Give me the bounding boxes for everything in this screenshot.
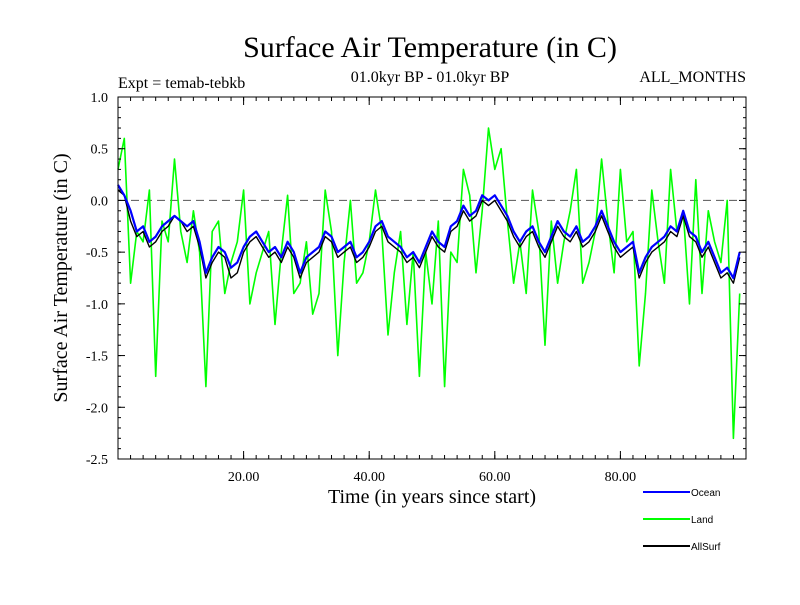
plot-layer [117,127,746,440]
chart-title: Surface Air Temperature (in C) [243,31,617,64]
plot-frame [117,96,747,460]
chart-subtitle-left: Expt = temab-tebkb [118,75,245,92]
y-tick-label: 0.5 [91,143,109,158]
chart-subtitle-center: 01.0kyr BP - 01.0kyr BP [351,69,510,86]
series-line-land [117,127,741,440]
y-tick-label: -2.0 [86,401,108,416]
y-tick-label: -1.0 [86,298,108,313]
x-tick-label: 60.00 [479,470,511,485]
series-line-ocean [117,184,741,280]
y-tick-label: 0.0 [91,194,109,209]
chart-subtitle-right: ALL_MONTHS [639,69,746,86]
y-tick-label: -0.5 [86,246,108,261]
y-tick-label: 1.0 [91,91,109,106]
legend-label-ocean: Ocean [691,488,720,499]
x-tick-label: 20.00 [228,470,260,485]
y-axis-label: Surface Air Temperature (in C) [50,153,72,402]
x-axis-label: Time (in years since start) [328,486,536,508]
y-tick-label: -1.5 [86,350,108,365]
x-tick-label: 40.00 [353,470,385,485]
y-tick-label: -2.5 [86,453,108,468]
x-tick-label: 80.00 [605,470,637,485]
legend-label-land: Land [691,515,713,526]
legend: Ocean Land AllSurf [643,488,721,553]
ticks-layer: 1.0 0.5 0.0 -0.5 -1.0 -1.5 -2.0 -2.5 20.00 40.00 6… [86,91,747,485]
legend-label-allsurf: AllSurf [691,542,721,553]
